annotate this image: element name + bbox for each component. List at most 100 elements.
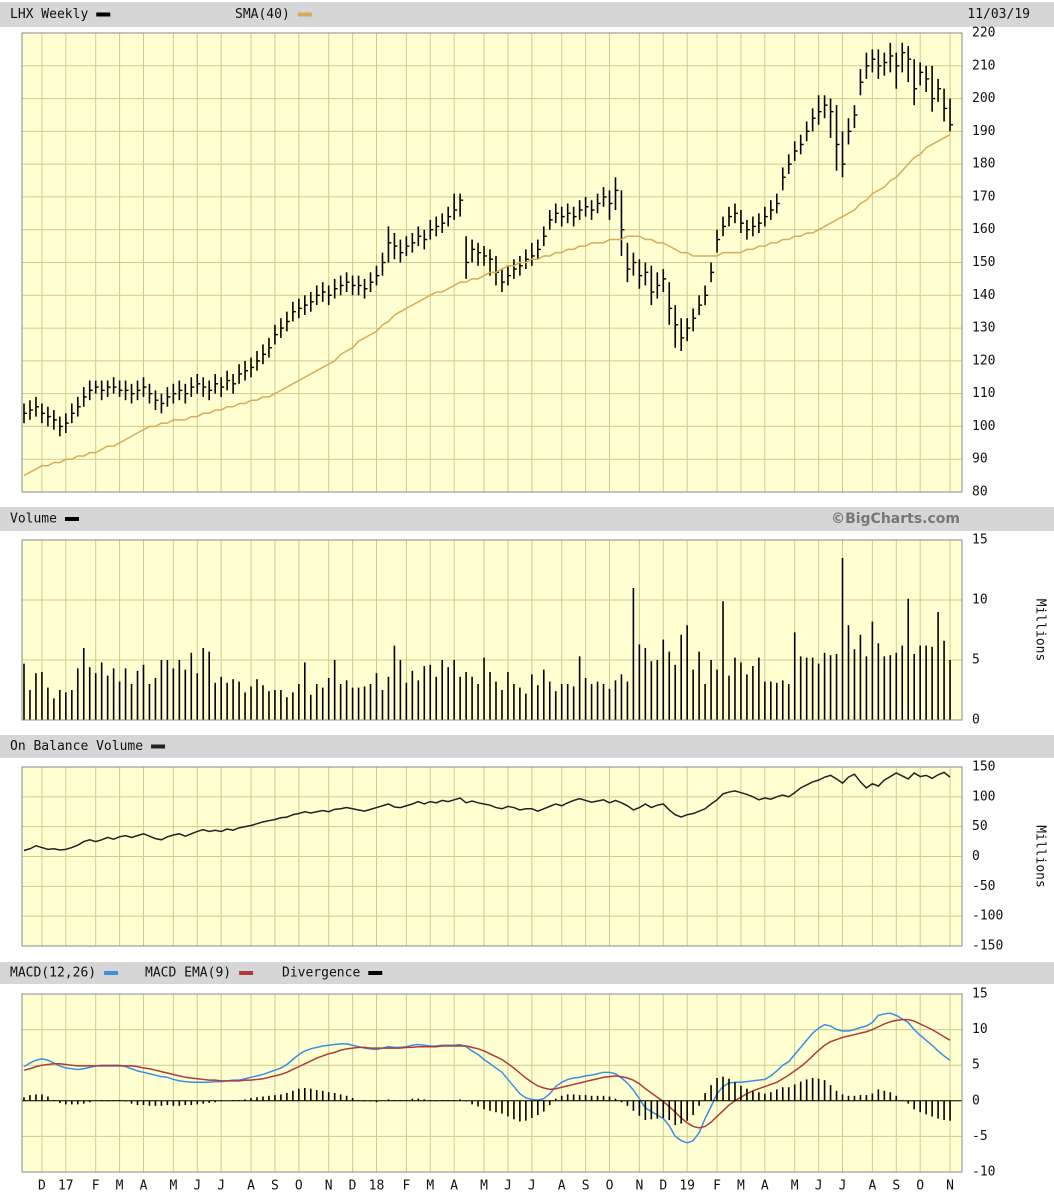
plot-border — [21, 32, 963, 493]
y-tick-label: 5 — [972, 653, 980, 668]
panel-header — [0, 507, 1054, 531]
y-tick-label: -50 — [972, 879, 995, 894]
x-tick-label: F — [92, 1179, 100, 1194]
y-tick-label: 80 — [972, 485, 988, 500]
series-line — [23, 771, 951, 852]
y-tick-label: 0 — [972, 713, 980, 728]
x-tick-label: M — [169, 1179, 177, 1194]
x-tick-label: A — [247, 1179, 255, 1194]
x-tick-label: 18 — [369, 1179, 385, 1194]
x-tick-label: M — [737, 1179, 745, 1194]
x-tick-label: A — [868, 1179, 876, 1194]
y-tick-label: 10 — [972, 593, 988, 608]
plot-area — [22, 994, 962, 1172]
y-tick-label: 15 — [972, 987, 988, 1002]
y-tick-label: 220 — [972, 26, 995, 41]
series-line — [23, 133, 951, 477]
y-tick-label: 190 — [972, 124, 995, 139]
legend-swatch — [104, 971, 119, 975]
legend-swatch — [239, 971, 254, 975]
y-tick-label: 170 — [972, 189, 995, 204]
y-tick-label: 100 — [972, 789, 995, 804]
y-tick-label: 150 — [972, 255, 995, 270]
x-tick-label: J — [217, 1179, 225, 1194]
y-tick-label: 90 — [972, 452, 988, 467]
legend-swatch — [151, 744, 166, 749]
y-tick-label: 15 — [972, 533, 988, 548]
credit: ©BigCharts.com — [831, 511, 960, 527]
x-tick-label: S — [892, 1179, 900, 1194]
y-tick-label: 150 — [972, 760, 995, 775]
legend-label: MACD(12,26) — [10, 966, 96, 981]
x-tick-label: S — [271, 1179, 279, 1194]
legend-label: Volume — [10, 512, 57, 527]
x-tick-label: O — [295, 1179, 303, 1194]
y-axis-label: Millions — [1033, 599, 1048, 662]
x-tick-label: N — [635, 1179, 643, 1194]
y-tick-label: 180 — [972, 157, 995, 172]
y-axis-label: Millions — [1033, 825, 1048, 888]
legend-swatch — [96, 12, 111, 17]
x-tick-label: N — [946, 1179, 954, 1194]
y-tick-label: 160 — [972, 222, 995, 237]
y-tick-label: -150 — [972, 939, 1003, 954]
x-tick-label: O — [916, 1179, 924, 1194]
legend-label: On Balance Volume — [10, 739, 143, 754]
x-tick-label: F — [402, 1179, 410, 1194]
y-tick-label: 0 — [972, 849, 980, 864]
legend-label: Divergence — [282, 966, 360, 981]
y-tick-label: 110 — [972, 386, 995, 401]
y-tick-label: -100 — [972, 909, 1003, 924]
x-tick-label: A — [450, 1179, 458, 1194]
panel-header — [0, 962, 1054, 984]
legend-swatch — [297, 12, 312, 17]
y-tick-label: 120 — [972, 353, 995, 368]
y-tick-label: -10 — [972, 1165, 995, 1180]
x-tick-label: A — [558, 1179, 566, 1194]
legend-swatch — [64, 517, 79, 521]
y-tick-label: 140 — [972, 288, 995, 303]
x-tick-label: O — [606, 1179, 614, 1194]
y-tick-label: 100 — [972, 419, 995, 434]
x-tick-label: J — [193, 1179, 201, 1194]
legend-label: SMA(40) — [235, 7, 290, 22]
x-tick-label: D — [38, 1179, 46, 1194]
plot-border — [21, 993, 963, 1173]
x-tick-label: A — [140, 1179, 148, 1194]
y-tick-label: -5 — [972, 1129, 988, 1144]
x-tick-label: S — [582, 1179, 590, 1194]
x-tick-label: D — [349, 1179, 357, 1194]
legend-label: LHX Weekly — [10, 7, 88, 22]
x-tick-label: J — [504, 1179, 512, 1194]
x-tick-label: J — [815, 1179, 823, 1194]
y-tick-label: 210 — [972, 58, 995, 73]
x-tick-label: 17 — [58, 1179, 74, 1194]
legend-label: MACD EMA(9) — [145, 966, 231, 981]
series-line — [23, 1018, 951, 1129]
y-tick-label: 5 — [972, 1058, 980, 1073]
y-tick-label: 50 — [972, 819, 988, 834]
x-tick-label: M — [426, 1179, 434, 1194]
x-tick-label: F — [713, 1179, 721, 1194]
series-line — [23, 1012, 951, 1144]
panel-header — [0, 2, 1054, 27]
x-tick-label: A — [761, 1179, 769, 1194]
x-tick-label: N — [325, 1179, 333, 1194]
plot-border — [21, 766, 963, 947]
y-tick-label: 130 — [972, 321, 995, 336]
x-tick-label: M — [116, 1179, 124, 1194]
plot-area — [22, 540, 962, 720]
plot-border — [21, 539, 963, 721]
y-tick-label: 200 — [972, 91, 995, 106]
y-tick-label: 10 — [972, 1022, 988, 1037]
x-tick-label: 19 — [679, 1179, 695, 1194]
date-label: 11/03/19 — [967, 7, 1030, 22]
x-tick-label: M — [480, 1179, 488, 1194]
x-tick-label: J — [839, 1179, 847, 1194]
x-tick-label: M — [791, 1179, 799, 1194]
legend-swatch — [368, 971, 383, 975]
x-tick-label: J — [528, 1179, 536, 1194]
x-tick-label: D — [659, 1179, 667, 1194]
